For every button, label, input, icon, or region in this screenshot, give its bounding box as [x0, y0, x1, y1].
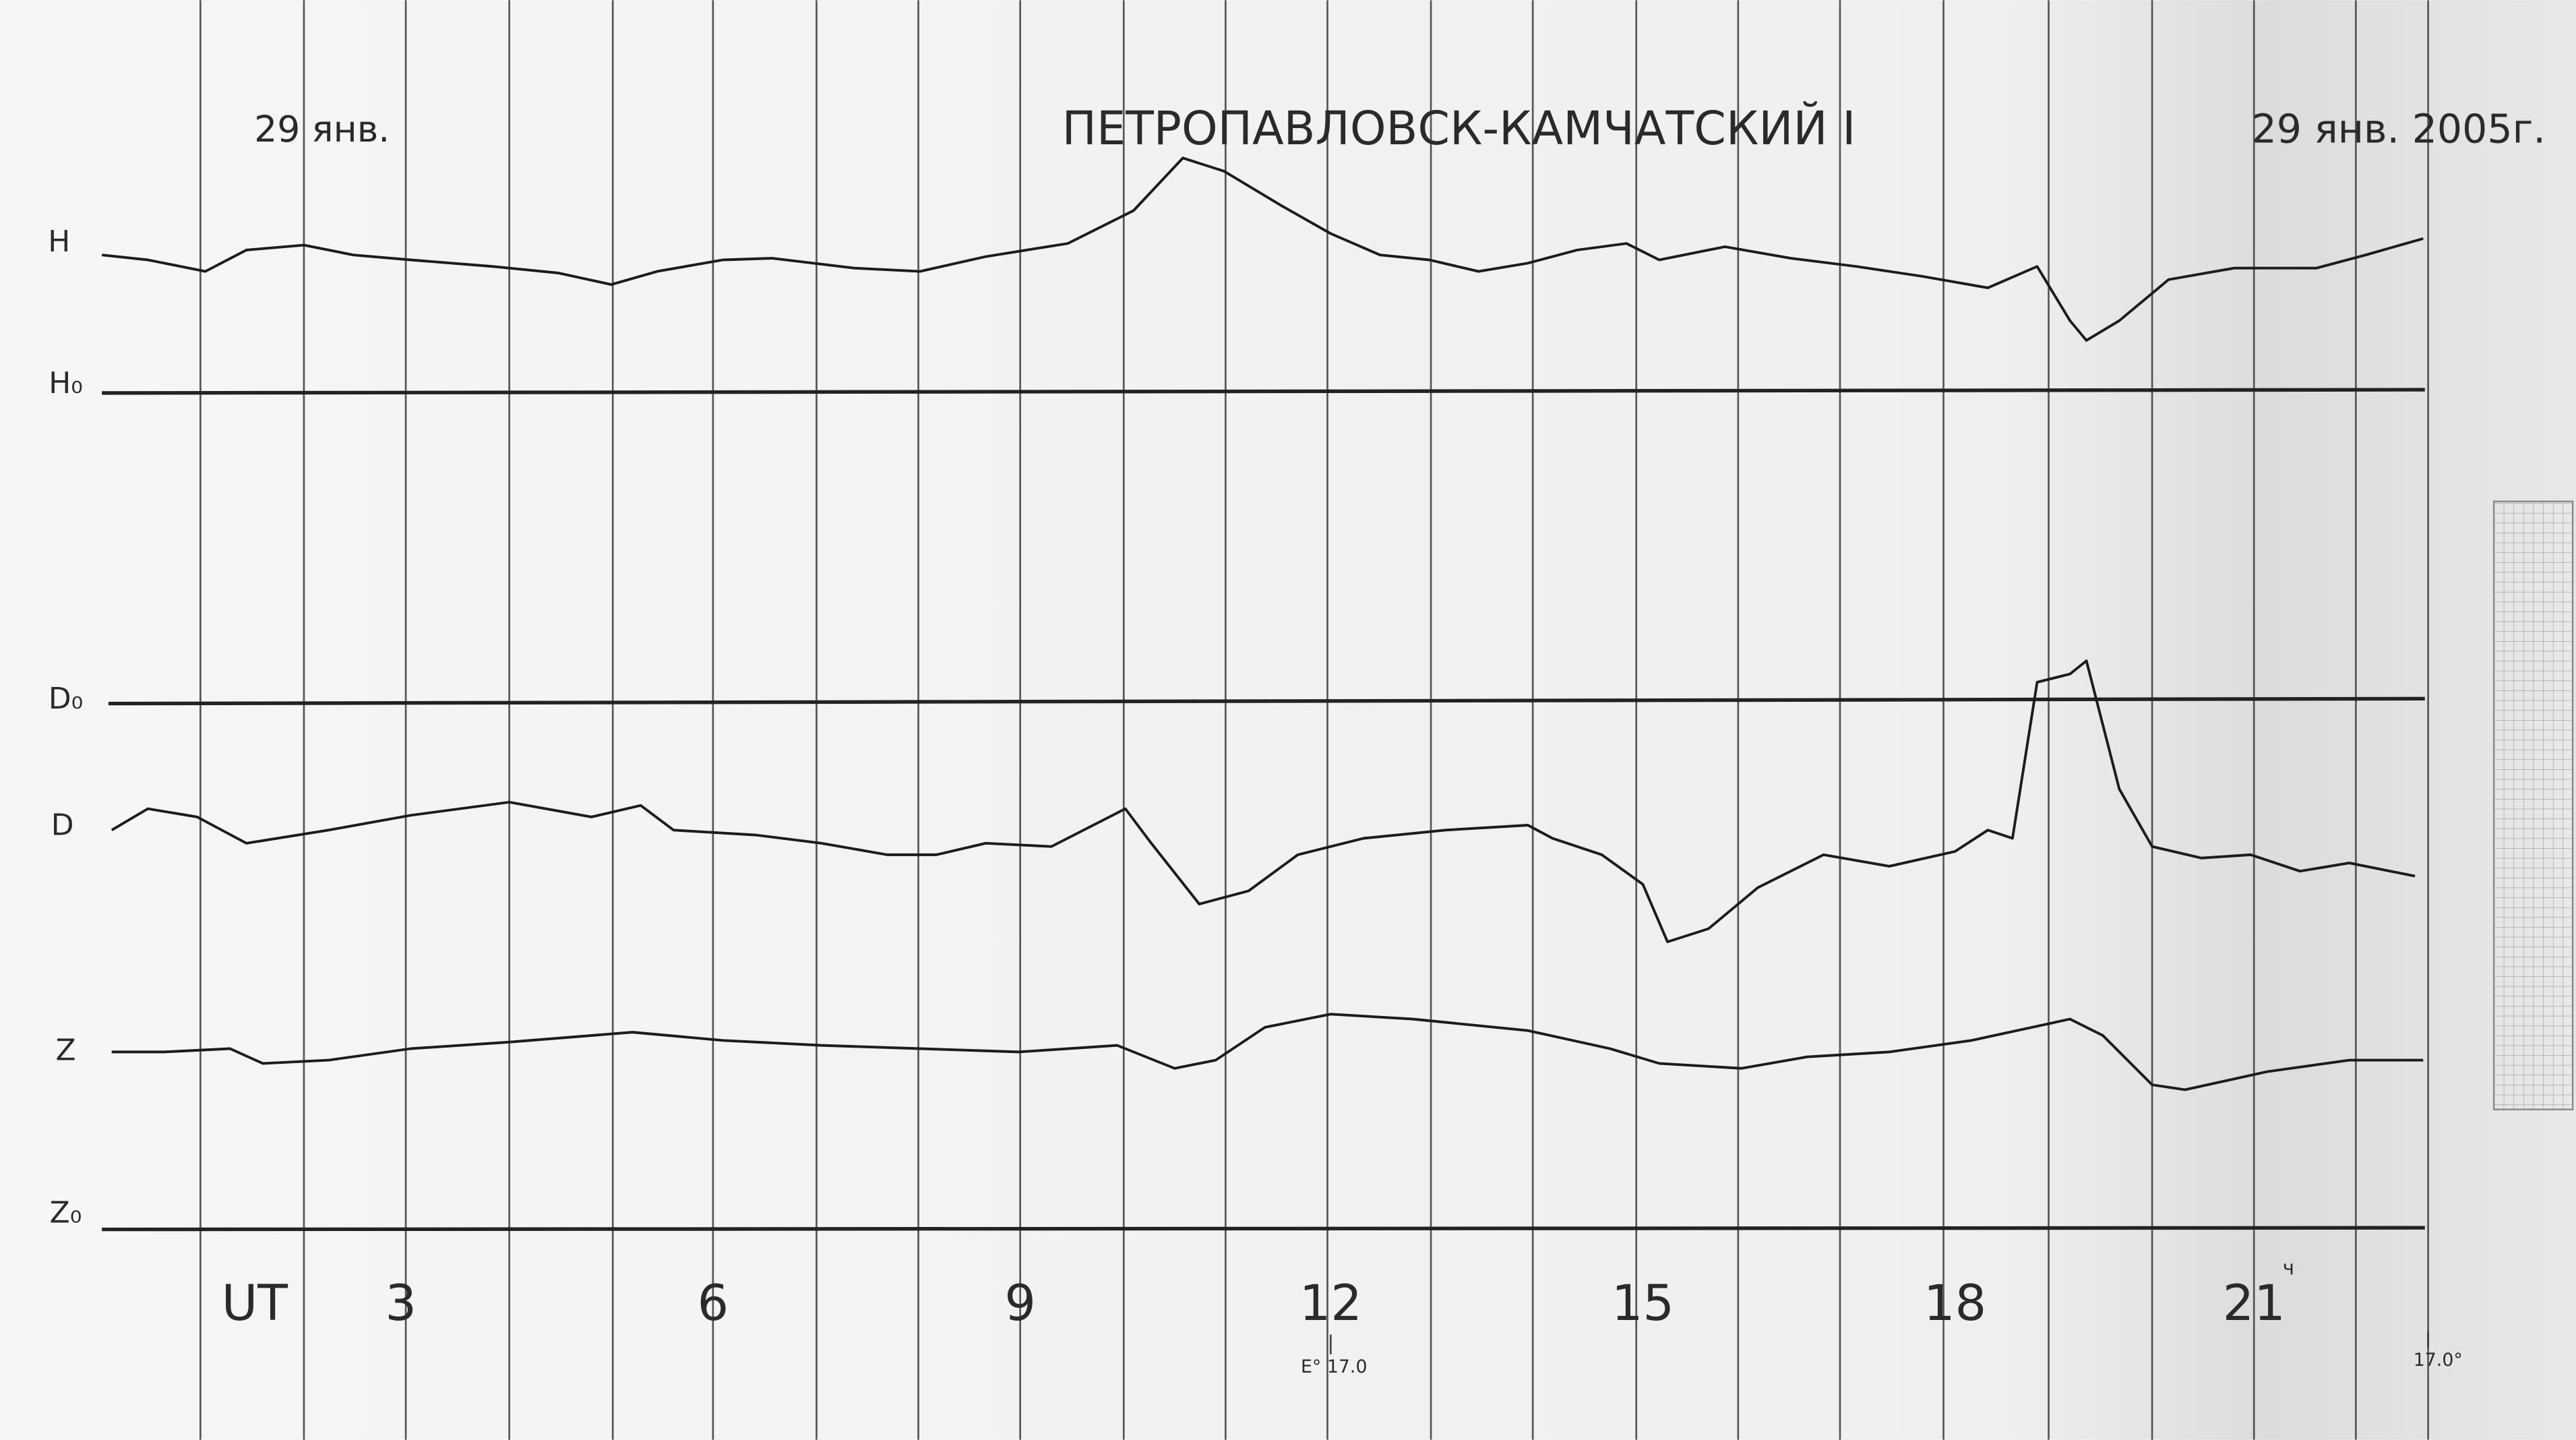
- trace-label: D₀: [49, 682, 83, 716]
- hour-label: 15: [1612, 1275, 1674, 1332]
- trace-label: D: [51, 808, 74, 842]
- hour-label: 12: [1299, 1275, 1362, 1332]
- annotation: 17.0°: [2414, 1350, 2463, 1371]
- hour-label: 3: [385, 1275, 417, 1332]
- hour-label: 6: [698, 1275, 729, 1332]
- h-trace: [101, 156, 2424, 342]
- d-trace: [111, 659, 2416, 944]
- hour-suffix: ч: [2283, 1257, 2294, 1280]
- vertical-grid: [200, 0, 2429, 1440]
- trace-label: Z: [55, 1033, 75, 1067]
- annotation: E° 17.0: [1301, 1356, 1368, 1377]
- right-date: 29 янв. 2005г.: [2252, 106, 2546, 152]
- time-unit: UT: [222, 1275, 288, 1332]
- baselines: [102, 388, 2425, 1232]
- left-date: 29 янв.: [254, 108, 390, 150]
- title: ПЕТРОПАВЛОВСК-КАМЧАТСКИЙ I: [1062, 102, 1856, 156]
- hour-label: 18: [1924, 1275, 1986, 1332]
- hour-label: 9: [1004, 1275, 1036, 1332]
- trace-label: H: [48, 224, 70, 259]
- trace-label: H₀: [49, 366, 83, 400]
- scale-strip: [2492, 500, 2574, 1110]
- hour-label: 21: [2223, 1275, 2286, 1332]
- trace-label: Z₀: [50, 1196, 82, 1230]
- z-trace: [111, 1013, 2424, 1091]
